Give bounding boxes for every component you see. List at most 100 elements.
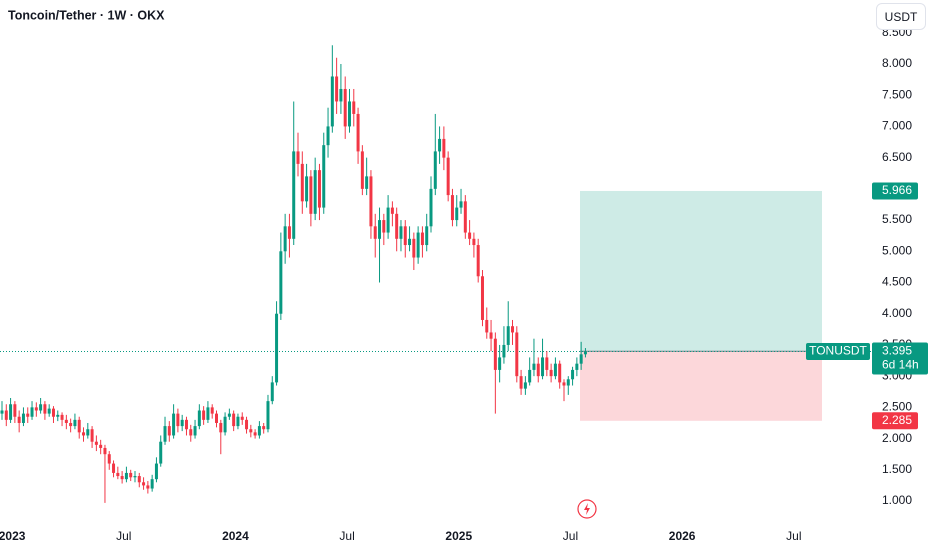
candle-body	[433, 151, 437, 189]
candle-body	[215, 413, 218, 423]
candle-body	[438, 138, 442, 152]
candle-body	[468, 232, 472, 239]
candle-body	[309, 176, 313, 214]
candle-body	[287, 226, 291, 239]
chart-title: Toncoin/Tether · 1W · OKX	[8, 8, 165, 22]
candle-body	[64, 419, 68, 423]
candle-body	[43, 404, 47, 414]
symbol-bg	[806, 342, 870, 360]
candle-body	[107, 454, 111, 464]
candle-body	[94, 441, 98, 445]
candle-body	[124, 472, 128, 480]
candle-body	[86, 429, 90, 436]
candle-body	[425, 226, 429, 246]
candle-body	[352, 101, 356, 114]
candle-body	[154, 463, 158, 480]
last-price-bg	[872, 342, 928, 375]
candle-body	[429, 188, 433, 227]
x-tick-label: 2026	[669, 529, 696, 543]
y-tick-label: 2.500	[882, 400, 912, 414]
x-tick-label: 2023	[0, 529, 26, 543]
candle-body	[455, 207, 459, 221]
candle-body	[459, 201, 463, 208]
candle-body	[480, 276, 484, 320]
x-tick-label: Jul	[116, 529, 131, 543]
candle-body	[386, 207, 390, 233]
candle-body	[541, 357, 545, 377]
candle-body	[129, 472, 133, 478]
stop-zone	[580, 351, 822, 421]
candle-body	[159, 441, 163, 464]
candle-body	[245, 419, 249, 430]
candle-body	[249, 429, 253, 433]
symbol-label: TONUSDT	[809, 344, 867, 358]
candle-body	[571, 369, 575, 380]
candle-body	[356, 113, 360, 152]
candle-body	[296, 151, 300, 164]
candle-body	[373, 226, 377, 239]
candle-body	[442, 138, 446, 158]
candle-body	[240, 416, 244, 420]
candle-body	[103, 447, 107, 455]
candle-body	[476, 245, 480, 277]
candle-body	[219, 422, 223, 433]
candle-body	[163, 426, 167, 442]
target-zone	[580, 190, 822, 352]
events-bolt	[584, 503, 590, 515]
y-tick-label: 1.500	[882, 462, 912, 476]
candle-body	[378, 220, 382, 239]
candle-body	[412, 238, 416, 258]
candle-body	[112, 463, 116, 473]
candle-body	[395, 213, 399, 239]
candle-body	[472, 238, 476, 246]
candle-body	[202, 410, 206, 420]
candle-body	[365, 176, 369, 189]
y-tick-label: 7.500	[882, 87, 912, 101]
candle-body	[51, 408, 55, 417]
candle-body	[498, 357, 502, 370]
candle-body	[403, 226, 407, 246]
candle-body	[305, 176, 309, 202]
price-label-bg	[872, 182, 918, 200]
candle-body	[21, 413, 25, 423]
candle-body	[146, 485, 150, 489]
candle-body	[343, 88, 347, 127]
candle-body	[142, 482, 146, 486]
candle-body	[262, 426, 266, 430]
candle-body	[502, 344, 506, 358]
candle-body	[583, 351, 587, 355]
candle-body	[99, 444, 103, 448]
candle-body	[446, 157, 450, 196]
candle-body	[34, 407, 38, 411]
candle-body	[227, 413, 231, 417]
candle-body	[9, 404, 13, 420]
candle-body	[90, 429, 94, 442]
plot	[0, 45, 872, 503]
candle-body	[275, 313, 279, 383]
currency-button[interactable]: USDT	[876, 3, 926, 30]
y-tick-label: 4.000	[882, 306, 912, 320]
y-tick-label: 2.000	[882, 431, 912, 445]
countdown-label: 6d 14h	[882, 358, 919, 372]
candle-body	[13, 404, 17, 417]
y-tick-label: 5.500	[882, 212, 912, 226]
candle-body	[493, 338, 497, 370]
candle-body	[39, 404, 43, 411]
candle-body	[579, 354, 583, 364]
candle-body	[313, 170, 317, 214]
x-tick-label: Jul	[563, 529, 578, 543]
x-tick-label: Jul	[339, 529, 354, 543]
candle-body	[133, 476, 137, 478]
candle-body	[26, 413, 30, 417]
candle-body	[137, 476, 141, 483]
candle-body	[176, 413, 180, 427]
price-label-bg	[872, 412, 918, 430]
candle-body	[399, 226, 403, 239]
candle-body	[553, 363, 557, 377]
candle-body	[172, 413, 176, 436]
last-price-label: 3.395	[882, 344, 912, 358]
candle-body	[283, 226, 287, 252]
candle-body	[292, 151, 296, 239]
